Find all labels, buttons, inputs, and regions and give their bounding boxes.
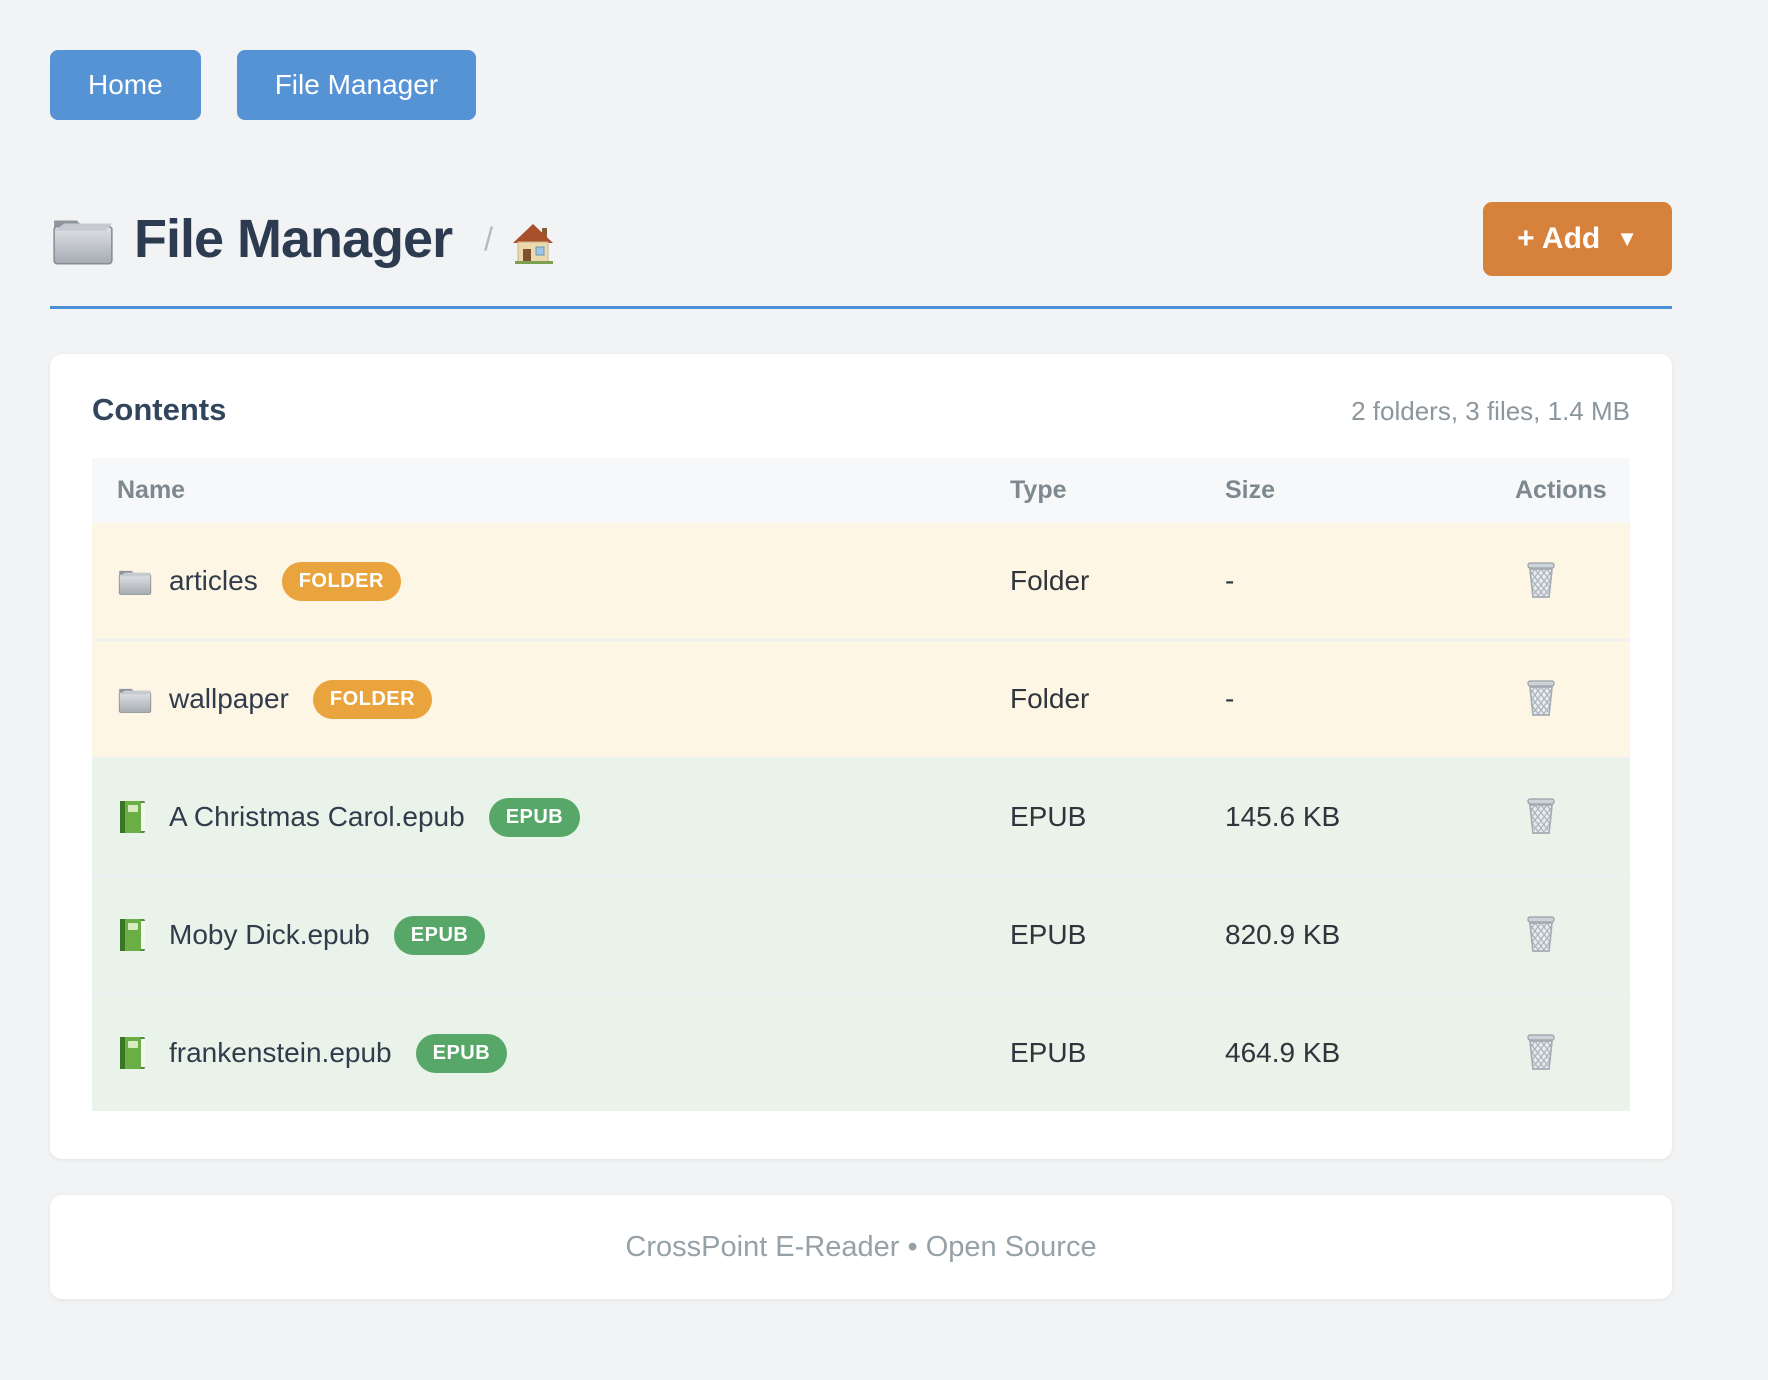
file-name-link[interactable]: articles <box>169 565 258 596</box>
book-icon <box>117 918 153 952</box>
file-type: EPUB <box>985 993 1200 1111</box>
contents-card: Contents 2 folders, 3 files, 1.4 MB Name… <box>50 354 1672 1159</box>
table-row: articles FOLDER Folder - <box>92 523 1630 640</box>
page-title: File Manager <box>134 209 453 269</box>
file-type: Folder <box>985 639 1200 758</box>
book-icon <box>117 1036 153 1070</box>
top-nav: Home File Manager <box>50 50 1672 120</box>
file-type-badge: EPUB <box>393 915 486 955</box>
file-size: 145.6 KB <box>1200 757 1490 876</box>
file-type-badge: FOLDER <box>312 679 433 719</box>
table-row: wallpaper FOLDER Folder - <box>92 639 1630 758</box>
trash-icon <box>1523 824 1559 839</box>
file-name-link[interactable]: frankenstein.epub <box>169 1037 392 1068</box>
file-manager-button[interactable]: File Manager <box>236 50 477 120</box>
table-row: A Christmas Carol.epub EPUB EPUB 145.6 K… <box>92 757 1630 876</box>
file-size: - <box>1200 639 1490 758</box>
file-size: 464.9 KB <box>1200 993 1490 1111</box>
book-icon <box>117 800 153 834</box>
house-icon[interactable] <box>511 222 555 264</box>
trash-icon <box>1523 1060 1559 1075</box>
delete-button[interactable] <box>1515 792 1559 839</box>
file-name-link[interactable]: wallpaper <box>169 683 289 714</box>
table-header-row: Name Type Size Actions <box>92 458 1630 523</box>
table-row: frankenstein.epub EPUB EPUB 464.9 KB <box>92 993 1630 1111</box>
file-type-badge: EPUB <box>488 797 581 837</box>
trash-icon <box>1523 706 1559 721</box>
file-type: EPUB <box>985 757 1200 876</box>
home-button[interactable]: Home <box>50 50 201 120</box>
file-type: EPUB <box>985 875 1200 994</box>
add-button[interactable]: + Add ▼ <box>1483 202 1672 276</box>
folder-icon <box>50 210 116 268</box>
footer-text: CrossPoint E-Reader • Open Source <box>625 1230 1097 1263</box>
column-header-name: Name <box>92 458 985 523</box>
column-header-size: Size <box>1200 458 1490 523</box>
file-size: 820.9 KB <box>1200 875 1490 994</box>
contents-summary: 2 folders, 3 files, 1.4 MB <box>1351 396 1630 426</box>
column-header-actions: Actions <box>1490 458 1630 523</box>
caret-down-icon: ▼ <box>1616 226 1638 251</box>
file-table-body: articles FOLDER Folder - wallpaper <box>92 523 1630 1111</box>
trash-icon <box>1523 588 1559 603</box>
contents-heading: Contents <box>92 392 227 427</box>
add-button-label: + Add <box>1517 222 1601 255</box>
file-type-badge: FOLDER <box>281 561 401 601</box>
table-row: Moby Dick.epub EPUB EPUB 820.9 KB <box>92 875 1630 994</box>
column-header-type: Type <box>985 458 1200 523</box>
delete-button[interactable] <box>1515 910 1559 957</box>
file-type-badge: EPUB <box>415 1033 508 1073</box>
trash-icon <box>1523 942 1559 957</box>
page-header: File Manager / + Add ▼ <box>50 202 1672 276</box>
file-size: - <box>1200 523 1490 640</box>
title-divider <box>50 306 1672 309</box>
file-name-link[interactable]: Moby Dick.epub <box>169 919 370 950</box>
delete-button[interactable] <box>1515 556 1559 603</box>
folder-icon <box>117 564 153 598</box>
folder-icon <box>117 682 153 716</box>
footer: CrossPoint E-Reader • Open Source <box>50 1195 1672 1299</box>
file-type: Folder <box>985 523 1200 640</box>
delete-button[interactable] <box>1515 1028 1559 1075</box>
delete-button[interactable] <box>1515 674 1559 721</box>
file-name-link[interactable]: A Christmas Carol.epub <box>169 801 465 832</box>
breadcrumb-separator: / <box>484 220 493 257</box>
file-table: Name Type Size Actions articles FOLDER F… <box>92 458 1630 1111</box>
